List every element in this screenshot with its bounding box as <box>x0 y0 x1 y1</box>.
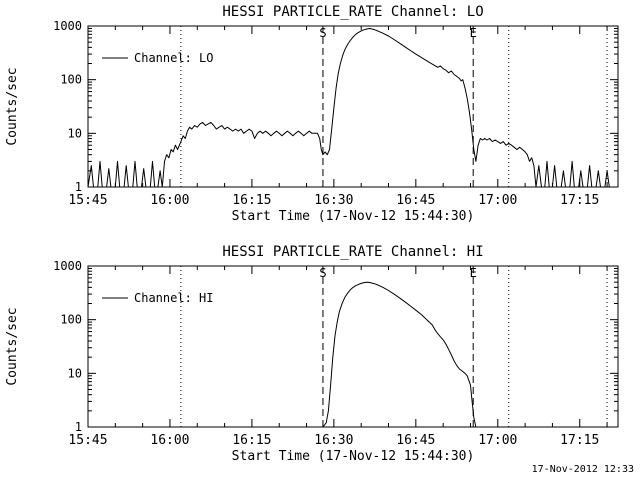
x-tick-label: 16:00 <box>150 193 189 208</box>
x-tick-label: 16:15 <box>232 433 271 448</box>
x-tick-label: 16:45 <box>396 433 435 448</box>
y-tick-label: 100 <box>60 313 82 327</box>
legend-label: Channel: HI <box>134 291 213 305</box>
y-tick-label: 10 <box>68 366 82 380</box>
x-tick-label: 16:00 <box>150 433 189 448</box>
x-tick-label: 15:45 <box>68 193 107 208</box>
x-axis-label: Start Time (17-Nov-12 15:44:30) <box>232 209 475 224</box>
annotation-label: E <box>470 266 477 280</box>
y-axis-label: Counts/sec <box>5 67 20 145</box>
series-line <box>87 28 613 188</box>
y-tick-label: 1000 <box>53 259 82 273</box>
x-tick-label: 17:00 <box>478 193 517 208</box>
plot-frame <box>87 25 619 188</box>
annotation-label: S <box>319 266 326 280</box>
x-tick-label: 17:00 <box>478 433 517 448</box>
y-tick-label: 1 <box>75 420 82 434</box>
chart-particle-rate-lo: HESSI PARTICLE_RATE Channel: LO S E 1 10 100 1… <box>5 4 619 224</box>
y-tick-label: 100 <box>60 73 82 87</box>
legend-label: Channel: LO <box>134 51 213 65</box>
timestamp: 17-Nov-2012 12:33 <box>531 464 634 475</box>
x-tick-label: 16:45 <box>396 193 435 208</box>
chart-particle-rate-hi: HESSI PARTICLE_RATE Channel: HI S E 1 10 100 1… <box>5 244 619 464</box>
x-axis-label: Start Time (17-Nov-12 15:44:30) <box>232 449 475 464</box>
annotation-label: E <box>470 26 477 40</box>
chart-title: HESSI PARTICLE_RATE Channel: HI <box>222 244 483 260</box>
legend: Channel: HI <box>102 291 213 305</box>
y-tick-label: 1 <box>75 180 82 194</box>
y-axis-label: Counts/sec <box>5 307 20 385</box>
x-tick-label: 16:15 <box>232 193 271 208</box>
x-tick-label: 16:30 <box>314 433 353 448</box>
x-tick-label: 17:15 <box>560 433 599 448</box>
legend: Channel: LO <box>102 51 213 65</box>
y-tick-label: 1000 <box>53 19 82 33</box>
annotation-label: S <box>319 26 326 40</box>
series-line <box>88 281 613 428</box>
x-tick-label: 17:15 <box>560 193 599 208</box>
chart-title: HESSI PARTICLE_RATE Channel: LO <box>222 4 483 20</box>
x-tick-label: 16:30 <box>314 193 353 208</box>
plot-frame <box>87 265 619 428</box>
x-tick-label: 15:45 <box>68 433 107 448</box>
y-tick-label: 10 <box>68 126 82 140</box>
